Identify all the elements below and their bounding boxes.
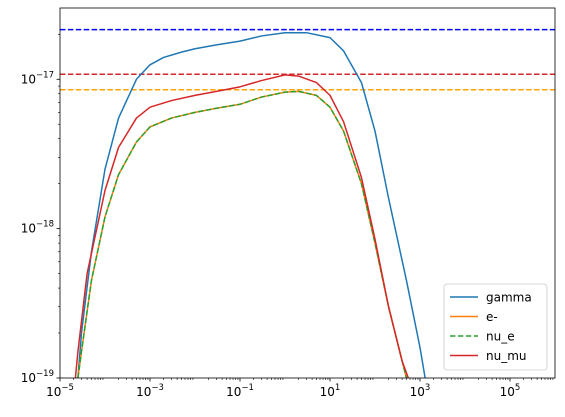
plot-inner: [60, 28, 555, 378]
y-tick-label: 10−19: [21, 369, 54, 385]
x-tick-label: 105: [500, 383, 521, 399]
x-tick-label: 103: [410, 383, 431, 399]
legend-label-gamma: gamma: [486, 291, 532, 305]
x-tick-label: 10−1: [226, 383, 254, 399]
legend-box: [443, 283, 548, 371]
series-line-nu_e: [77, 90, 408, 378]
x-tick-label: 10−5: [46, 383, 74, 399]
series-line-gamma: [77, 31, 426, 378]
x-tick-label: 101: [320, 383, 341, 399]
x-tick-label: 10−3: [136, 383, 164, 399]
series-line-nu_mu: [74, 74, 410, 378]
y-tick-label: 10−17: [21, 70, 54, 86]
legend-label-nu_mu: nu_mu: [486, 349, 527, 363]
legend-label-e-: e-: [486, 310, 498, 324]
axes: 10−5 10−3 10−1 101 103 105 10−19 10−18 10−17: [21, 7, 556, 399]
legend-label-nu_e: nu_e: [486, 330, 515, 344]
axes-frame: [59, 7, 556, 379]
plot-area: [60, 28, 555, 378]
y-tick-label: 10−18: [21, 220, 54, 236]
legend: gamma e-nu_e nu_mu: [443, 283, 548, 371]
